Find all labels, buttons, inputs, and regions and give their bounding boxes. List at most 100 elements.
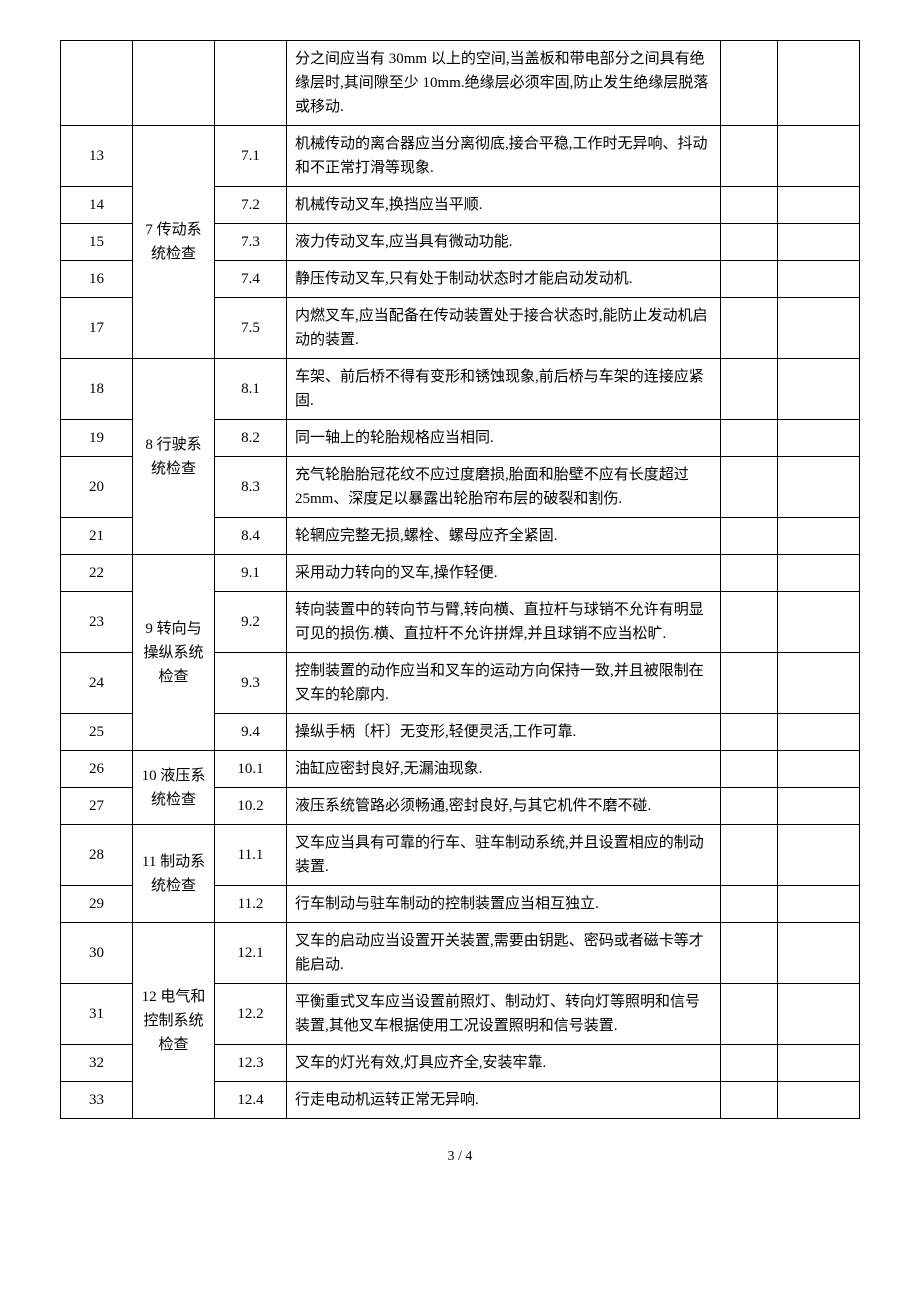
table-row: 137 传动系统检查7.1机械传动的离合器应当分离彻底,接合平稳,工作时无异响、… [61, 126, 860, 187]
group-label: 8 行驶系统检查 [133, 359, 215, 555]
blank-cell [721, 457, 778, 518]
table-row: 2811 制动系统检查11.1叉车应当具有可靠的行车、驻车制动系统,并且设置相应… [61, 825, 860, 886]
row-index: 23 [61, 592, 133, 653]
blank-cell [778, 187, 860, 224]
item-description: 充气轮胎胎冠花纹不应过度磨损,胎面和胎壁不应有长度超过 25mm、深度足以暴露出… [287, 457, 721, 518]
item-description: 液力传动叉车,应当具有微动功能. [287, 224, 721, 261]
table-row: 188 行驶系统检查8.1车架、前后桥不得有变形和锈蚀现象,前后桥与车架的连接应… [61, 359, 860, 420]
item-description: 油缸应密封良好,无漏油现象. [287, 751, 721, 788]
row-index: 13 [61, 126, 133, 187]
blank-cell [778, 1045, 860, 1082]
table-row: 229 转向与操纵系统检查9.1采用动力转向的叉车,操作轻便. [61, 555, 860, 592]
row-index: 21 [61, 518, 133, 555]
blank-cell [721, 555, 778, 592]
item-description: 静压传动叉车,只有处于制动状态时才能启动发动机. [287, 261, 721, 298]
row-index: 30 [61, 923, 133, 984]
item-code: 7.2 [215, 187, 287, 224]
blank-cell [778, 592, 860, 653]
blank-cell [778, 825, 860, 886]
blank-cell [721, 788, 778, 825]
blank-cell [778, 298, 860, 359]
row-index: 17 [61, 298, 133, 359]
blank-cell [721, 126, 778, 187]
table-row: 3012 电气和控制系统检查12.1叉车的启动应当设置开关装置,需要由钥匙、密码… [61, 923, 860, 984]
blank-cell [778, 555, 860, 592]
blank-cell [778, 41, 860, 126]
item-description: 机械传动叉车,换挡应当平顺. [287, 187, 721, 224]
item-description: 机械传动的离合器应当分离彻底,接合平稳,工作时无异响、抖动和不正常打滑等现象. [287, 126, 721, 187]
row-index: 18 [61, 359, 133, 420]
row-index: 31 [61, 984, 133, 1045]
item-code: 12.2 [215, 984, 287, 1045]
item-description: 转向装置中的转向节与臂,转向横、直拉杆与球销不允许有明显可见的损伤.横、直拉杆不… [287, 592, 721, 653]
blank-cell [721, 298, 778, 359]
item-code: 11.1 [215, 825, 287, 886]
row-index: 27 [61, 788, 133, 825]
blank-cell [721, 261, 778, 298]
item-code [215, 41, 287, 126]
item-code: 8.4 [215, 518, 287, 555]
row-index: 29 [61, 886, 133, 923]
item-description: 操纵手柄〔杆〕无变形,轻便灵活,工作可靠. [287, 714, 721, 751]
item-code: 8.1 [215, 359, 287, 420]
blank-cell [721, 41, 778, 126]
blank-cell [778, 457, 860, 518]
item-code: 7.5 [215, 298, 287, 359]
item-description: 液压系统管路必须畅通,密封良好,与其它机件不磨不碰. [287, 788, 721, 825]
item-code: 9.2 [215, 592, 287, 653]
row-index: 20 [61, 457, 133, 518]
item-code: 9.1 [215, 555, 287, 592]
blank-cell [778, 359, 860, 420]
blank-cell [778, 751, 860, 788]
inspection-table: 分之间应当有 30mm 以上的空间,当盖板和带电部分之间具有绝缘层时,其间隙至少… [60, 40, 860, 1119]
row-index: 32 [61, 1045, 133, 1082]
item-description: 叉车的启动应当设置开关装置,需要由钥匙、密码或者磁卡等才能启动. [287, 923, 721, 984]
item-code: 8.3 [215, 457, 287, 518]
blank-cell [778, 788, 860, 825]
row-index: 28 [61, 825, 133, 886]
blank-cell [721, 825, 778, 886]
row-index [61, 41, 133, 126]
item-code: 11.2 [215, 886, 287, 923]
blank-cell [778, 518, 860, 555]
item-description: 车架、前后桥不得有变形和锈蚀现象,前后桥与车架的连接应紧固. [287, 359, 721, 420]
blank-cell [721, 187, 778, 224]
blank-cell [778, 261, 860, 298]
item-code: 7.4 [215, 261, 287, 298]
item-description: 控制装置的动作应当和叉车的运动方向保持一致,并且被限制在叉车的轮廓内. [287, 653, 721, 714]
blank-cell [778, 923, 860, 984]
blank-cell [778, 886, 860, 923]
item-description: 同一轴上的轮胎规格应当相同. [287, 420, 721, 457]
group-label: 12 电气和控制系统检查 [133, 923, 215, 1119]
row-index: 26 [61, 751, 133, 788]
blank-cell [721, 518, 778, 555]
group-label: 9 转向与操纵系统检查 [133, 555, 215, 751]
row-index: 25 [61, 714, 133, 751]
blank-cell [721, 923, 778, 984]
row-index: 33 [61, 1082, 133, 1119]
table-row: 分之间应当有 30mm 以上的空间,当盖板和带电部分之间具有绝缘层时,其间隙至少… [61, 41, 860, 126]
item-description: 行车制动与驻车制动的控制装置应当相互独立. [287, 886, 721, 923]
item-code: 9.4 [215, 714, 287, 751]
blank-cell [721, 359, 778, 420]
blank-cell [778, 984, 860, 1045]
blank-cell [778, 126, 860, 187]
blank-cell [778, 420, 860, 457]
row-index: 19 [61, 420, 133, 457]
item-code: 10.2 [215, 788, 287, 825]
row-index: 24 [61, 653, 133, 714]
row-index: 16 [61, 261, 133, 298]
blank-cell [778, 224, 860, 261]
row-index: 22 [61, 555, 133, 592]
group-label: 11 制动系统检查 [133, 825, 215, 923]
item-description: 行走电动机运转正常无异响. [287, 1082, 721, 1119]
table-row: 2610 液压系统检查10.1油缸应密封良好,无漏油现象. [61, 751, 860, 788]
blank-cell [778, 653, 860, 714]
item-code: 8.2 [215, 420, 287, 457]
item-description: 平衡重式叉车应当设置前照灯、制动灯、转向灯等照明和信号装置,其他叉车根据使用工况… [287, 984, 721, 1045]
blank-cell [721, 751, 778, 788]
blank-cell [721, 592, 778, 653]
blank-cell [721, 714, 778, 751]
blank-cell [721, 1082, 778, 1119]
blank-cell [721, 224, 778, 261]
